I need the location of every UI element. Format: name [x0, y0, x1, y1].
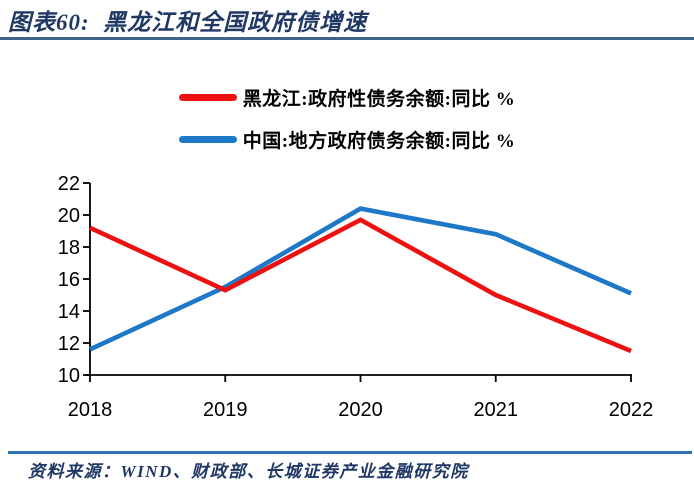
x-tick-label: 2018 [68, 399, 113, 421]
legend: 黑龙江:政府性债务余额:同比 % 中国:地方政府债务余额:同比 % [0, 84, 694, 152]
y-tick-label: 14 [58, 301, 80, 323]
legend-swatch-red [178, 93, 237, 101]
y-tick-label: 20 [58, 205, 80, 227]
legend-swatch-blue [178, 135, 237, 143]
y-tick-label: 10 [58, 365, 80, 387]
source-note: 资料来源：WIND、财政部、长城证券产业金融研究院 [28, 462, 469, 481]
y-tick-label: 18 [58, 237, 80, 259]
x-tick-label: 2022 [609, 399, 654, 421]
legend-label-china: 中国:地方政府债务余额:同比 % [242, 130, 516, 152]
y-tick-label: 22 [58, 173, 80, 195]
chart-title: 图表60: 黑龙江和全国政府债增速 [8, 10, 368, 35]
legend-item-heilongjiang: 黑龙江:政府性债务余额:同比 % [178, 84, 516, 110]
series-line-0 [89, 217, 632, 354]
x-tick-label: 2019 [203, 399, 248, 421]
x-tick-label: 2021 [474, 399, 519, 421]
legend-item-china: 中国:地方政府债务余额:同比 % [178, 126, 516, 152]
series-line-1 [89, 206, 632, 352]
footer-divider-line [8, 451, 692, 454]
title-divider-line [0, 37, 694, 40]
y-tick-label: 16 [58, 269, 80, 291]
legend-label-heilongjiang: 黑龙江:政府性债务余额:同比 % [242, 88, 516, 110]
x-tick-label: 2020 [338, 399, 383, 421]
y-tick-label: 12 [58, 333, 80, 355]
